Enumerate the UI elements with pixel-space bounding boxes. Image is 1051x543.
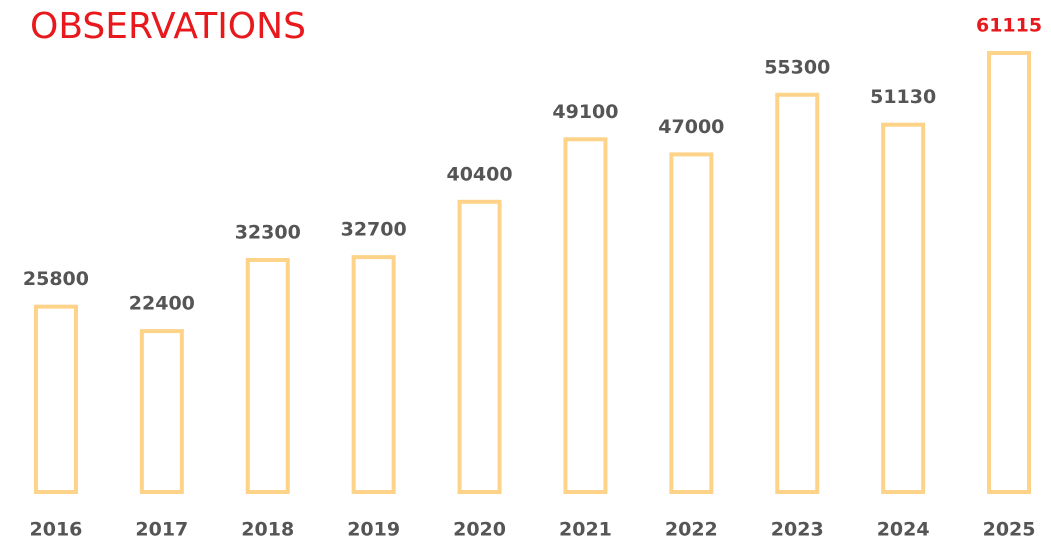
x-tick-label: 2019 [347, 519, 400, 541]
bar [139, 329, 184, 494]
value-label: 49100 [552, 101, 618, 123]
bar [881, 122, 926, 494]
value-label: 25800 [23, 268, 89, 290]
x-tick-label: 2020 [453, 519, 506, 541]
value-label: 55300 [764, 56, 830, 78]
bar [457, 199, 502, 494]
chart-title: OBSERVATIONS [30, 6, 306, 47]
bar [33, 304, 78, 494]
value-label: 22400 [129, 293, 195, 315]
bar [987, 51, 1032, 494]
x-tick-label: 2025 [983, 519, 1036, 541]
value-label: 61115 [976, 15, 1042, 37]
bar [669, 152, 714, 495]
value-label: 47000 [658, 116, 724, 138]
value-label: 40400 [446, 163, 512, 185]
bar [351, 255, 396, 495]
x-tick-label: 2022 [665, 519, 718, 541]
x-tick-label: 2024 [877, 519, 930, 541]
x-tick-label: 2016 [30, 519, 83, 541]
value-label: 32300 [235, 221, 301, 243]
bar [563, 137, 608, 494]
value-label: 32700 [341, 219, 407, 241]
x-tick-label: 2023 [771, 519, 824, 541]
x-tick-label: 2018 [241, 519, 294, 541]
bar [245, 257, 290, 494]
bar [775, 92, 820, 494]
value-label: 51130 [870, 86, 936, 108]
x-tick-label: 2021 [559, 519, 612, 541]
x-tick-label: 2017 [135, 519, 188, 541]
